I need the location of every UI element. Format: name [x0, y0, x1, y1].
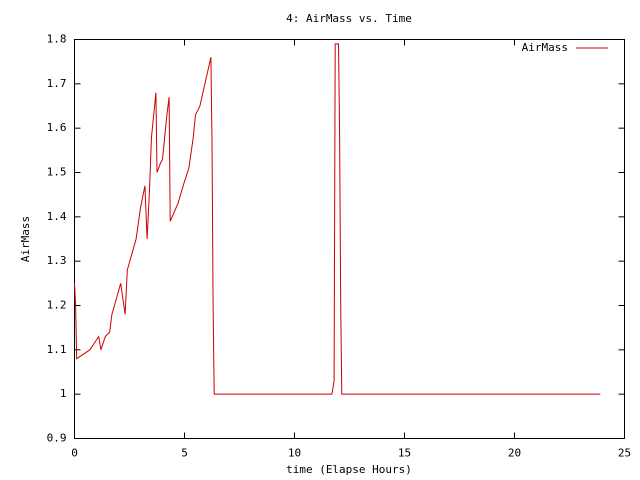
- plot-frame: [74, 39, 625, 439]
- legend-label: AirMass: [522, 41, 568, 54]
- y-tick-label: 1: [60, 387, 67, 400]
- y-tick-label: 1.4: [47, 210, 67, 223]
- x-tick-label: 20: [508, 447, 521, 460]
- y-tick-label: 1.3: [47, 254, 67, 267]
- chart-title: 4: AirMass vs. Time: [286, 12, 412, 25]
- y-tick-label: 1.2: [47, 299, 67, 312]
- x-tick-label: 0: [71, 447, 78, 460]
- x-axis-label: time (Elapse Hours): [286, 463, 412, 476]
- x-tick-label: 25: [618, 447, 631, 460]
- data-line: [74, 43, 601, 395]
- y-tick-label: 1.6: [47, 121, 67, 134]
- y-tick-label: 1.8: [47, 33, 67, 46]
- y-tick-label: 1.1: [47, 343, 67, 356]
- y-tick-label: 1.7: [47, 77, 67, 90]
- y-tick-label: 0.9: [47, 432, 67, 445]
- x-tick-label: 10: [288, 447, 301, 460]
- x-tick-label: 15: [398, 447, 411, 460]
- x-tick-label: 5: [181, 447, 188, 460]
- y-axis-label: AirMass: [19, 216, 32, 262]
- y-tick-label: 1.5: [47, 166, 67, 179]
